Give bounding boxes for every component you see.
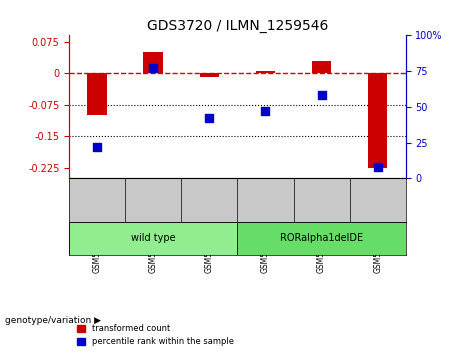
Point: [149, 65, 157, 71]
Point: [206, 115, 213, 121]
Text: genotype/variation ▶: genotype/variation ▶: [5, 316, 100, 325]
Bar: [368, 73, 387, 168]
Text: RORalpha1delDE: RORalpha1delDE: [280, 233, 363, 243]
Bar: [256, 71, 275, 73]
Bar: [69, 222, 237, 255]
Point: [262, 108, 269, 114]
Point: [374, 164, 381, 170]
Bar: [88, 73, 107, 115]
Legend: transformed count, percentile rank within the sample: transformed count, percentile rank withi…: [73, 321, 237, 350]
Bar: [237, 222, 406, 255]
Point: [318, 93, 325, 98]
Point: [94, 144, 101, 150]
Bar: [143, 52, 163, 73]
Bar: [200, 73, 219, 78]
Title: GDS3720 / ILMN_1259546: GDS3720 / ILMN_1259546: [147, 19, 328, 33]
Bar: [312, 61, 331, 73]
Text: wild type: wild type: [131, 233, 176, 243]
